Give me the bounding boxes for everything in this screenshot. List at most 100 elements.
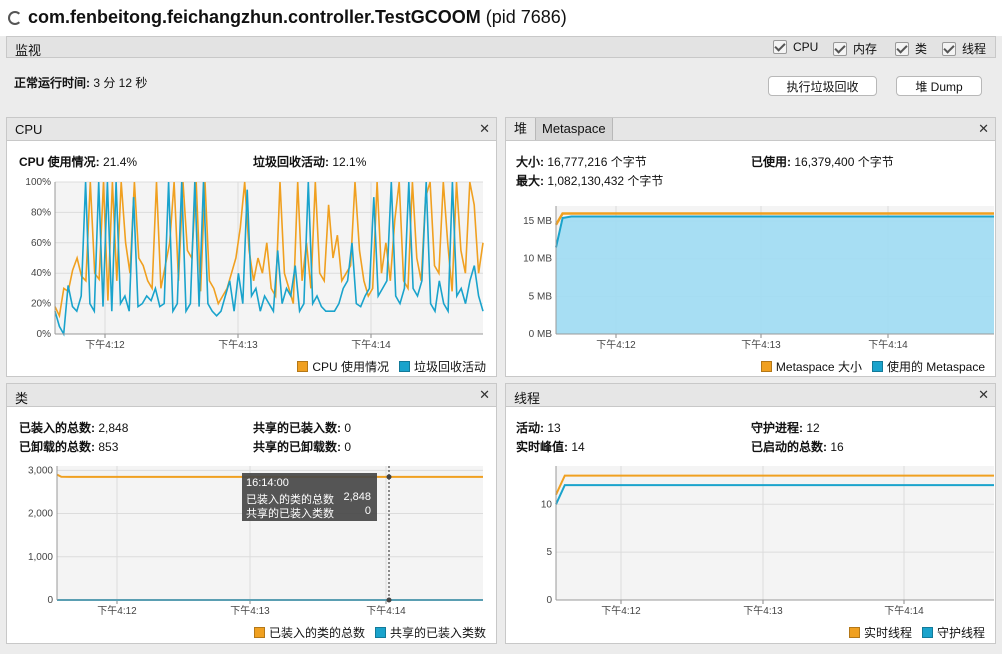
heap-dump-button[interactable]: 堆 Dump xyxy=(896,76,982,96)
classes-panel-header: 类 ✕ xyxy=(7,384,496,407)
checkbox-checked-icon xyxy=(773,40,787,54)
x-tick-label: 下午4:14 xyxy=(868,338,908,351)
tab-heap[interactable]: 堆 xyxy=(514,121,528,136)
checkbox-cpu-label: CPU xyxy=(793,40,819,54)
checkbox-memory[interactable]: 内存 xyxy=(833,40,877,57)
checkbox-cpu[interactable]: CPU xyxy=(773,40,818,54)
legend-swatch-orange xyxy=(848,627,860,638)
x-tick-label: 下午4:13 xyxy=(218,338,258,351)
loading-spinner-icon xyxy=(8,11,22,25)
checkbox-checked-icon xyxy=(833,41,847,56)
cpu-usage-label: CPU 使用情况: xyxy=(19,155,100,169)
legend-swatch-orange xyxy=(297,361,309,372)
daemon-threads-stat: 守护进程: 12 xyxy=(751,419,820,436)
window-title-bar: com.fenbeitong.feichangzhun.controller.T… xyxy=(0,0,1002,36)
legend-cpu-usage: CPU 使用情况 xyxy=(312,360,389,374)
tooltip-row-label: 共享的已装入类数 xyxy=(246,508,334,520)
cpu-panel-header: CPU ✕ xyxy=(7,118,496,141)
started-threads-value: 16 xyxy=(830,440,844,454)
cpu-panel: CPU ✕ CPU 使用情况: 21.4% 垃圾回收活动: 12.1% 0% 20… xyxy=(6,117,497,377)
y-tick-label: 100% xyxy=(25,177,51,188)
plot-area xyxy=(556,466,994,600)
metaspace-max-stat: 最大: 1,082,130,432 个字节 xyxy=(516,172,663,189)
checkbox-classes-label: 类 xyxy=(915,42,928,56)
uptime-value: 3 分 12 秒 xyxy=(93,76,148,90)
active-threads-label: 活动: xyxy=(516,421,544,435)
memory-legend: Metaspace 大小 使用的 Metaspace xyxy=(751,358,985,375)
monitor-label: 监视 xyxy=(15,43,42,58)
daemon-threads-label: 守护进程: xyxy=(751,421,803,435)
x-tick-label: 下午4:13 xyxy=(743,604,783,617)
hover-marker-dot xyxy=(386,474,392,480)
close-icon[interactable]: ✕ xyxy=(479,121,490,136)
shared-unloaded-label: 共享的已卸载数: xyxy=(253,440,341,454)
memory-panel-header: 堆 Metaspace ✕ xyxy=(506,118,995,141)
x-tick-label: 下午4:12 xyxy=(596,338,636,351)
peak-threads-stat: 实时峰值: 14 xyxy=(516,438,585,455)
series-area-metaspace-used xyxy=(556,216,994,334)
active-threads-stat: 活动: 13 xyxy=(516,419,561,436)
monitor-header: 监视 CPU 内存 类 线程 xyxy=(6,36,996,58)
y-tick-label: 0% xyxy=(37,329,52,340)
y-tick-label: 60% xyxy=(31,238,51,249)
peak-threads-value: 14 xyxy=(571,440,585,454)
window-title-pid: (pid 7686) xyxy=(485,7,567,27)
loaded-total-stat: 已装入的总数: 2,848 xyxy=(19,419,128,436)
y-tick-label: 0 xyxy=(546,595,552,606)
unloaded-total-stat: 已卸载的总数: 853 xyxy=(19,438,118,455)
tooltip-row-value: 0 xyxy=(364,505,371,517)
active-threads-value: 13 xyxy=(547,421,561,435)
tooltip-time: 16:14:00 xyxy=(246,477,289,489)
window-title: com.fenbeitong.feichangzhun.controller.T… xyxy=(28,7,567,28)
x-tick-label: 下午4:12 xyxy=(97,604,137,617)
y-tick-label: 10 MB xyxy=(523,254,552,265)
y-tick-label: 5 MB xyxy=(529,291,553,302)
x-tick-label: 下午4:13 xyxy=(230,604,270,617)
chart-tooltip: 16:14:00 已装入的类的总数 2,848 共享的已装入类数 0 xyxy=(242,473,377,521)
y-tick-label: 20% xyxy=(31,299,51,310)
close-icon[interactable]: ✕ xyxy=(978,121,989,136)
close-icon[interactable]: ✕ xyxy=(978,387,989,402)
daemon-threads-value: 12 xyxy=(806,421,820,435)
uptime-label: 正常运行时间: xyxy=(14,76,90,90)
legend-metaspace-used: 使用的 Metaspace xyxy=(886,360,985,374)
classes-legend: 已装入的类的总数 共享的已装入类数 xyxy=(244,624,486,641)
series-line-0 xyxy=(56,473,483,478)
started-threads-stat: 已启动的总数: 16 xyxy=(751,438,844,455)
series-line-1 xyxy=(54,181,484,337)
legend-daemon-threads: 守护线程 xyxy=(936,626,985,640)
loaded-total-label: 已装入的总数: xyxy=(19,421,95,435)
threads-legend: 实时线程 守护线程 xyxy=(839,624,985,641)
metaspace-used-label: 已使用: xyxy=(751,155,791,169)
checkbox-classes[interactable]: 类 xyxy=(895,40,927,57)
metaspace-used-stat: 已使用: 16,379,400 个字节 xyxy=(751,153,894,170)
started-threads-label: 已启动的总数: xyxy=(751,440,827,454)
legend-swatch-orange xyxy=(253,627,265,638)
tab-metaspace[interactable]: Metaspace xyxy=(535,118,613,140)
x-tick-label: 下午4:14 xyxy=(884,604,924,617)
checkbox-checked-icon xyxy=(895,41,909,56)
tooltip-row-value: 2,848 xyxy=(343,491,371,503)
checkbox-threads-label: 线程 xyxy=(962,42,987,56)
legend-swatch-blue xyxy=(921,627,933,638)
metaspace-max-label: 最大: xyxy=(516,174,544,188)
close-icon[interactable]: ✕ xyxy=(479,387,490,402)
y-tick-label: 80% xyxy=(31,207,51,218)
x-tick-label: 下午4:14 xyxy=(366,604,406,617)
threads-chart: 0 5 10 下午4:12 下午4:13 下午4:14 xyxy=(541,466,994,617)
memory-panel: 堆 Metaspace ✕ 大小: 16,777,216 个字节 已使用: 16… xyxy=(505,117,996,377)
cpu-chart: 0% 20% 40% 60% 80% 100% 下午4:12 下午4:13 下午4:14 xyxy=(25,177,484,351)
checkbox-threads[interactable]: 线程 xyxy=(942,40,986,57)
series-line-metaspace-used xyxy=(555,215,994,248)
metaspace-size-value: 16,777,216 个字节 xyxy=(547,155,647,169)
perform-gc-button[interactable]: 执行垃圾回收 xyxy=(768,76,877,96)
series-line-metaspace-size xyxy=(554,212,994,226)
peak-threads-label: 实时峰值: xyxy=(516,440,568,454)
legend-swatch-blue xyxy=(374,627,386,638)
y-tick-label: 0 MB xyxy=(529,329,553,340)
y-tick-label: 40% xyxy=(31,268,51,279)
legend-live-threads: 实时线程 xyxy=(863,626,912,640)
threads-panel: 线程 ✕ 活动: 13 守护进程: 12 实时峰值: 14 已启动的总数: 16… xyxy=(505,383,996,644)
legend-shared-loaded-classes: 共享的已装入类数 xyxy=(389,626,486,640)
hover-marker-dot xyxy=(386,597,392,603)
